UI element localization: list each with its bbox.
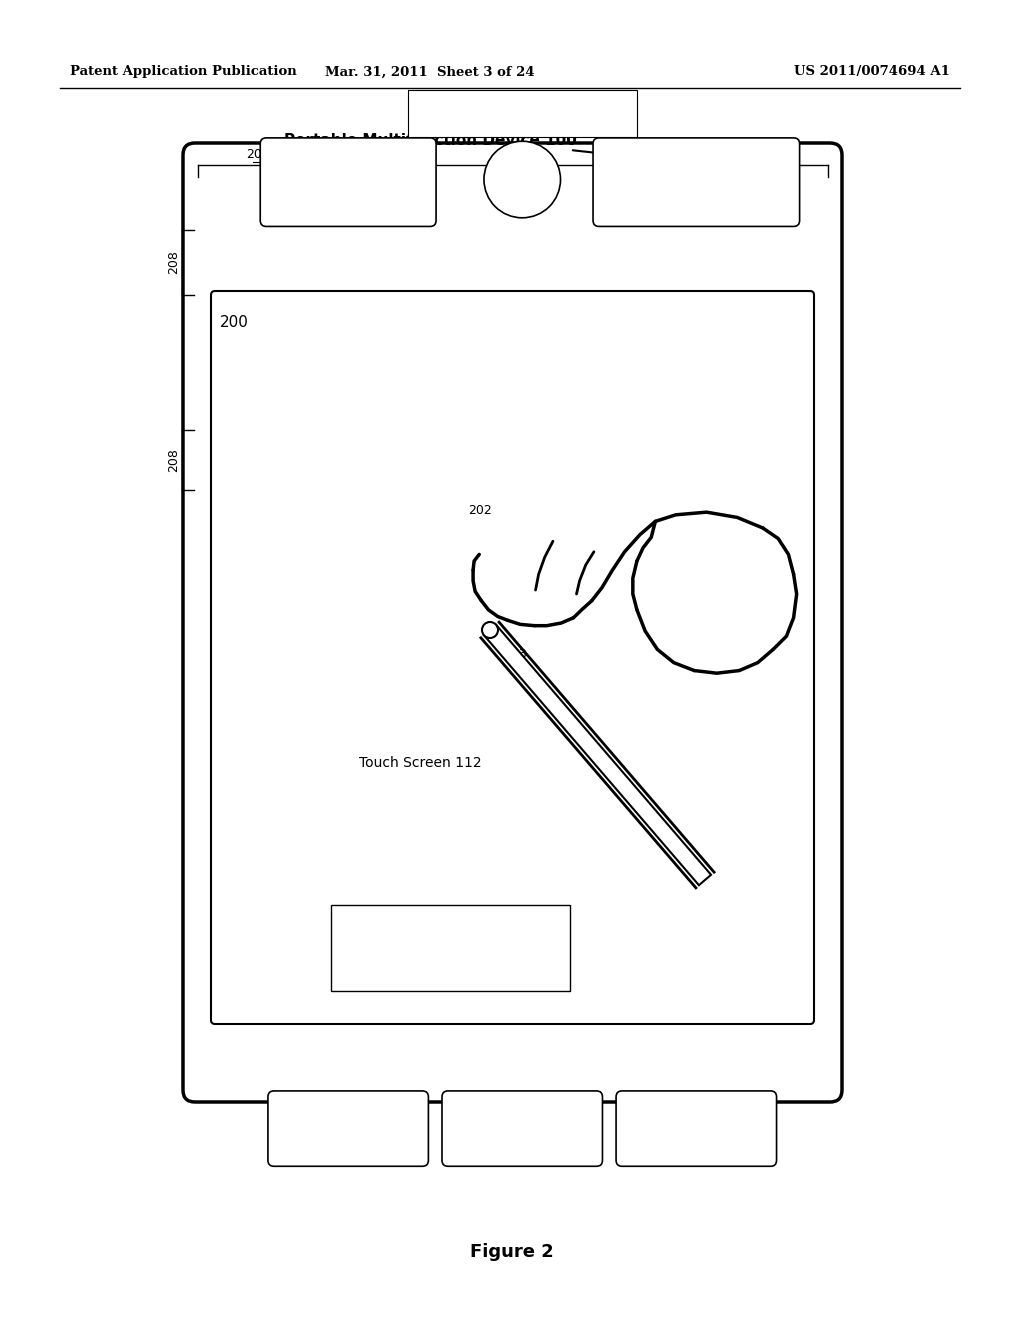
- Circle shape: [484, 141, 560, 218]
- FancyBboxPatch shape: [331, 904, 570, 991]
- Text: US 2011/0074694 A1: US 2011/0074694 A1: [795, 66, 950, 78]
- FancyBboxPatch shape: [593, 137, 800, 227]
- Text: 210: 210: [505, 148, 528, 161]
- Text: Home
204: Home 204: [505, 164, 540, 195]
- Text: Portable Multifunction Device 100: Portable Multifunction Device 100: [284, 133, 577, 148]
- FancyBboxPatch shape: [442, 1090, 602, 1167]
- Text: 210 is SIM card slot
212 is headphone jack: 210 is SIM card slot 212 is headphone ja…: [384, 932, 517, 964]
- Text: Patent Application Publication: Patent Application Publication: [70, 66, 297, 78]
- Text: Proximity
Sensor 166: Proximity Sensor 166: [663, 1113, 730, 1144]
- FancyBboxPatch shape: [260, 137, 436, 227]
- Text: Microphone
113: Microphone 113: [313, 166, 383, 198]
- Text: 203: 203: [503, 648, 526, 661]
- Text: Mar. 31, 2011  Sheet 3 of 24: Mar. 31, 2011 Sheet 3 of 24: [326, 66, 535, 78]
- Text: Speaker 111: Speaker 111: [311, 1122, 385, 1135]
- Text: Figure 2: Figure 2: [470, 1243, 554, 1261]
- Circle shape: [482, 622, 498, 638]
- Text: 208: 208: [168, 447, 180, 473]
- Text: Optical
Sensor 164: Optical Sensor 164: [488, 1113, 556, 1144]
- Text: External Port 124: External Port 124: [468, 107, 577, 120]
- FancyBboxPatch shape: [616, 1090, 776, 1167]
- FancyBboxPatch shape: [211, 290, 814, 1024]
- Text: 208: 208: [168, 251, 180, 275]
- Polygon shape: [484, 624, 711, 886]
- FancyBboxPatch shape: [268, 1090, 428, 1167]
- Text: 206: 206: [246, 148, 270, 161]
- Text: Touch Screen 112: Touch Screen 112: [358, 756, 481, 770]
- FancyBboxPatch shape: [408, 90, 637, 137]
- Text: 200: 200: [220, 315, 249, 330]
- Text: 212: 212: [760, 148, 783, 161]
- Text: Accelerometer(s)
168: Accelerometer(s) 168: [646, 166, 746, 198]
- FancyBboxPatch shape: [183, 143, 842, 1102]
- Text: 202: 202: [468, 503, 492, 516]
